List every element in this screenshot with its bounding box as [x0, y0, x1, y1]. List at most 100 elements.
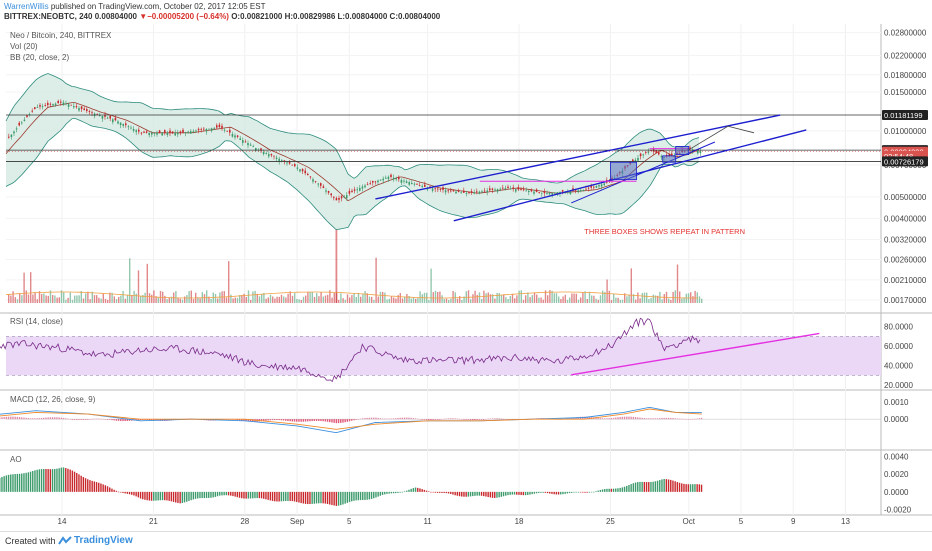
candle: [211, 128, 213, 131]
chart-area[interactable]: 0.028000000.022000000.018000000.01500000…: [0, 24, 932, 531]
ao-bar: [476, 492, 477, 496]
candle: [164, 130, 166, 133]
candle: [245, 142, 247, 143]
macd-histogram-bar: [327, 419, 328, 422]
volume-bar: [45, 295, 46, 303]
macd-histogram-bar: [406, 418, 407, 420]
candle: [50, 104, 52, 105]
volume-bar: [602, 291, 603, 303]
volume-bar: [323, 297, 324, 303]
macd-histogram-bar: [47, 417, 48, 419]
volume-bar: [96, 295, 97, 303]
candle: [112, 119, 114, 122]
volume-bar: [120, 296, 121, 303]
ao-bar: [28, 472, 29, 492]
volume-bar: [10, 296, 11, 303]
ao-bar: [153, 492, 154, 501]
volume-bar: [100, 299, 101, 303]
ao-bar: [331, 492, 332, 505]
brand-link[interactable]: TradingView: [74, 535, 133, 546]
volume-bar: [527, 292, 528, 303]
volume-bar: [417, 298, 418, 303]
candle: [445, 190, 447, 192]
time-tick-label: 5: [347, 517, 352, 526]
ao-bar: [162, 492, 163, 500]
macd-histogram-bar: [668, 418, 669, 419]
macd-histogram-bar: [320, 419, 321, 421]
candle: [130, 128, 132, 129]
ao-bar: [692, 484, 693, 492]
volume-bar: [210, 299, 211, 303]
volume-bar: [362, 294, 363, 303]
candle: [286, 162, 288, 163]
candle: [102, 116, 104, 119]
candle: [489, 188, 491, 190]
ao-bar: [681, 483, 682, 491]
volume-bar: [694, 291, 695, 303]
candle: [538, 192, 540, 193]
volume-bar: [125, 299, 126, 303]
volume-bar: [199, 298, 200, 303]
ao-bar: [243, 492, 244, 499]
ao-bar: [424, 490, 425, 492]
macd-histogram-bar: [322, 419, 323, 421]
author-link[interactable]: WarrenWillis: [4, 2, 49, 11]
macd-histogram-bar: [384, 419, 385, 420]
ao-bar: [30, 472, 31, 492]
macd-histogram-bar: [701, 418, 702, 419]
candle: [273, 156, 275, 157]
ao-bar: [325, 492, 326, 504]
volume-bar: [510, 296, 511, 303]
ao-bar: [696, 484, 697, 492]
candle: [237, 136, 239, 137]
ao-bar: [668, 479, 669, 491]
candle: [362, 187, 364, 189]
volume-bar: [468, 290, 469, 303]
ao-bar: [564, 492, 565, 494]
macd-histogram-bar: [600, 418, 601, 419]
ao-bar: [413, 488, 414, 492]
candle: [580, 190, 582, 191]
ao-bar: [432, 492, 433, 493]
ao-bar: [223, 492, 224, 495]
candle: [463, 191, 465, 193]
macd-histogram-bar: [628, 417, 629, 420]
ao-bar: [584, 492, 585, 493]
volume-bar: [413, 298, 414, 303]
ao-tick-label: -0.0020: [884, 506, 912, 515]
ao-bar: [553, 492, 554, 494]
ao-bar: [465, 492, 466, 497]
volume-bar: [448, 300, 449, 303]
candle: [276, 158, 278, 159]
macd-histogram-bar: [89, 419, 90, 420]
pattern-box: [610, 162, 636, 179]
candle: [291, 165, 293, 166]
candle: [315, 181, 317, 182]
ao-bar: [239, 492, 240, 498]
ao-bar: [298, 492, 299, 503]
ao-bar: [419, 488, 420, 491]
volume-bar: [501, 295, 502, 303]
volume-bar: [415, 299, 416, 303]
candle: [551, 193, 553, 195]
volume-bar: [518, 291, 519, 303]
candle: [437, 189, 439, 190]
volume-bar: [373, 300, 374, 303]
macd-histogram-bar: [652, 418, 653, 419]
macd-histogram-bar: [369, 418, 370, 419]
ao-bar: [228, 492, 229, 495]
macd-histogram-bar: [360, 419, 361, 420]
macd-histogram-bar: [657, 418, 658, 419]
macd-histogram-bar: [419, 419, 420, 420]
ao-bar: [34, 470, 35, 492]
ao-bar: [186, 492, 187, 502]
macd-histogram-bar: [641, 418, 642, 419]
candle: [390, 175, 392, 177]
candle: [268, 154, 270, 156]
ao-bar: [78, 474, 79, 492]
macd-histogram-bar: [613, 418, 614, 419]
candle: [473, 192, 475, 193]
candle: [304, 171, 306, 173]
candle: [78, 108, 80, 110]
candle: [544, 191, 546, 193]
